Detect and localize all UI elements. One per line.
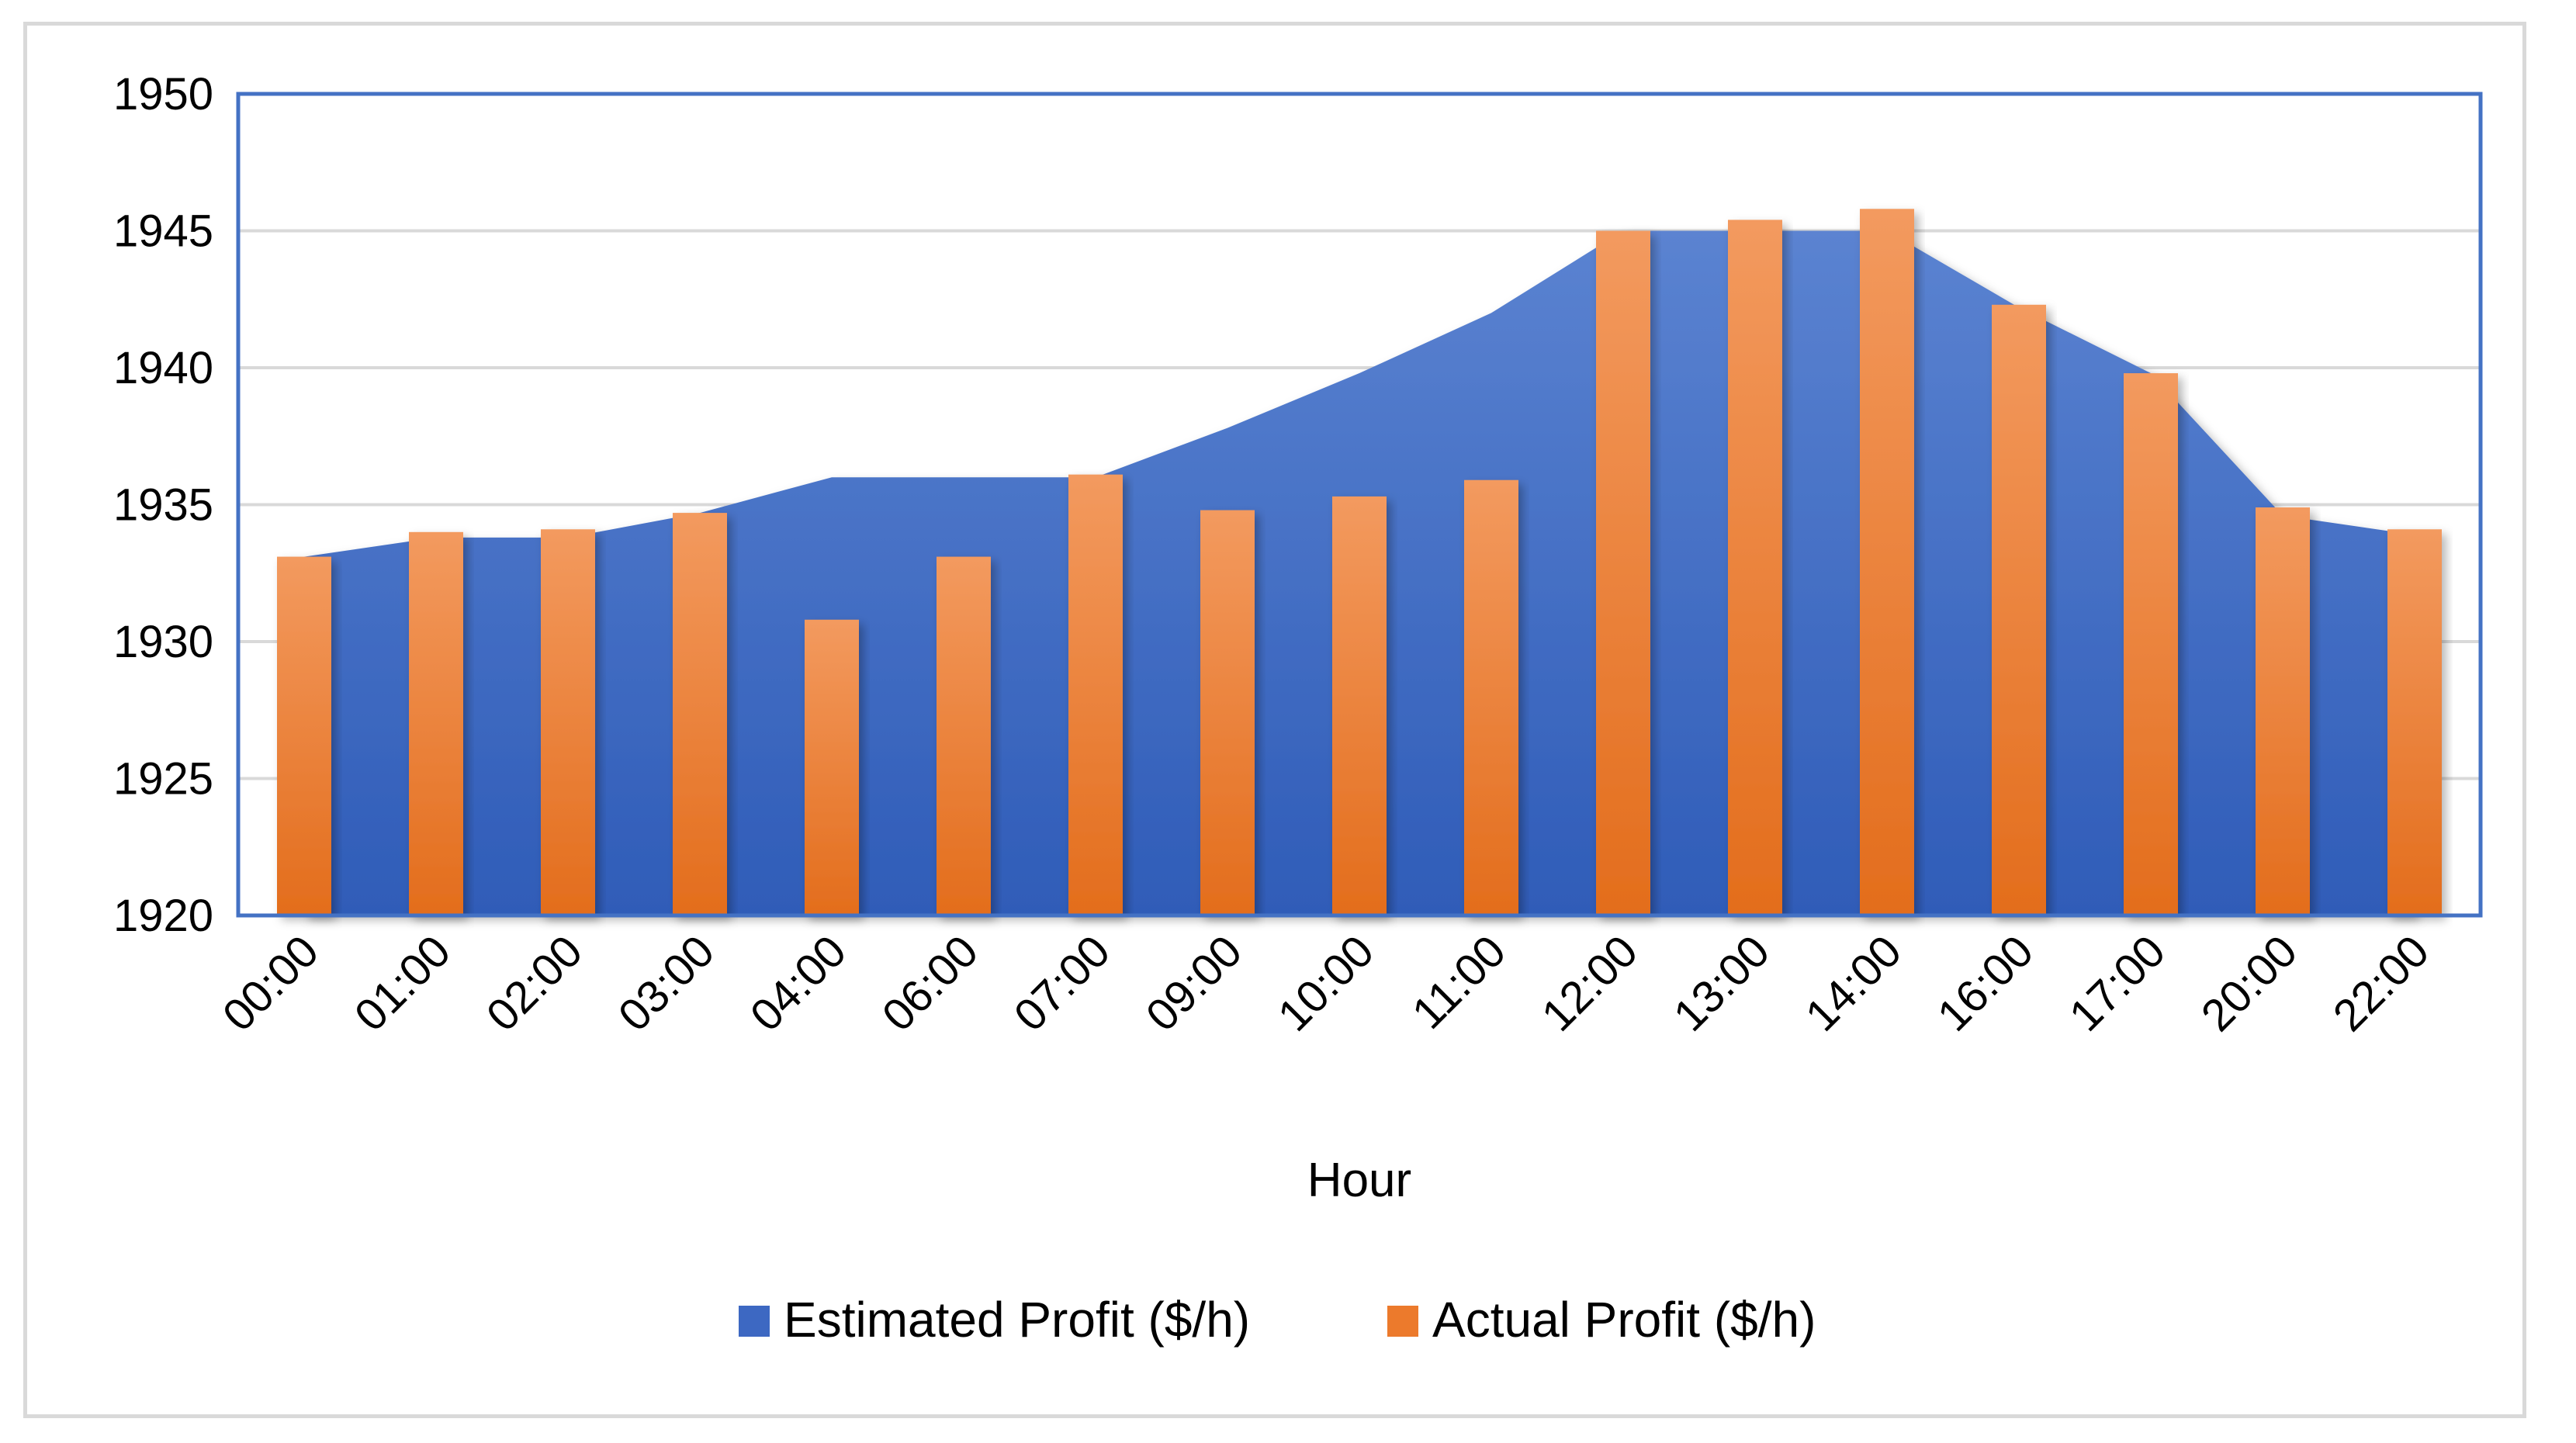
x-tick-label: 12:00 — [1532, 926, 1648, 1041]
actual-profit-bar — [1332, 496, 1387, 915]
actual-profit-bar — [1200, 510, 1255, 915]
actual-profit-bar — [277, 556, 331, 915]
legend-label-actual: Actual Profit ($/h) — [1432, 1292, 1816, 1348]
actual-profit-bar — [2124, 373, 2178, 915]
actual-profit-bar — [1068, 474, 1123, 915]
y-tick-label: 1930 — [113, 617, 213, 667]
x-tick-label: 02:00 — [477, 926, 593, 1041]
x-tick-label: 14:00 — [1796, 926, 1912, 1041]
x-tick-label: 22:00 — [2324, 926, 2439, 1041]
legend: Estimated Profit ($/h) Actual Profit ($/… — [739, 1292, 1816, 1348]
x-tick-label: 20:00 — [2192, 926, 2308, 1041]
legend-swatch-estimated — [739, 1306, 770, 1337]
actual-profit-bar — [937, 556, 991, 915]
actual-profit-bar — [1464, 479, 1518, 915]
legend-label-estimated: Estimated Profit ($/h) — [784, 1292, 1250, 1348]
x-tick-label: 00:00 — [213, 926, 329, 1041]
actual-profit-bar — [1596, 230, 1650, 915]
actual-profit-bar — [2387, 529, 2442, 915]
x-tick-label: 09:00 — [1137, 926, 1252, 1041]
x-axis-ticks: 00:00 01:00 02:00 03:00 04:00 06:00 07:00 09:00… — [213, 926, 2439, 1041]
actual-profit-bar — [2256, 507, 2310, 915]
x-tick-label: 11:00 — [1403, 926, 1516, 1039]
y-tick-label: 1940 — [113, 343, 213, 393]
y-tick-label: 1950 — [113, 69, 213, 119]
actual-profit-bar — [1992, 304, 2046, 915]
x-axis-title: Hour — [1307, 1154, 1411, 1207]
actual-profit-bar — [673, 513, 727, 915]
actual-profit-bar — [541, 529, 595, 915]
y-axis-ticks: 1920 1925 1930 1935 1940 1945 1950 — [113, 69, 213, 941]
x-tick-label: 10:00 — [1269, 926, 1384, 1041]
legend-swatch-actual — [1387, 1306, 1418, 1337]
plot-area-border — [236, 92, 2483, 918]
y-tick-label: 1925 — [113, 754, 213, 805]
y-tick-label: 1935 — [113, 480, 213, 531]
chart-frame — [23, 22, 2526, 1418]
x-tick-label: 01:00 — [345, 926, 461, 1041]
y-tick-label: 1920 — [113, 891, 213, 941]
actual-profit-bar — [1860, 209, 1914, 915]
x-tick-label: 06:00 — [873, 926, 989, 1041]
x-tick-label: 13:00 — [1664, 926, 1780, 1041]
x-tick-label: 16:00 — [1928, 926, 2044, 1041]
actual-profit-bar — [1728, 220, 1782, 915]
actual-profit-bar — [805, 619, 859, 915]
x-tick-label: 03:00 — [609, 926, 725, 1041]
y-tick-label: 1945 — [113, 206, 213, 257]
x-tick-label: 04:00 — [741, 926, 857, 1041]
x-tick-label: 07:00 — [1005, 926, 1120, 1041]
x-tick-label: 17:00 — [2060, 926, 2176, 1041]
actual-profit-bar — [409, 531, 463, 915]
actual-profit-bars — [277, 209, 2442, 915]
